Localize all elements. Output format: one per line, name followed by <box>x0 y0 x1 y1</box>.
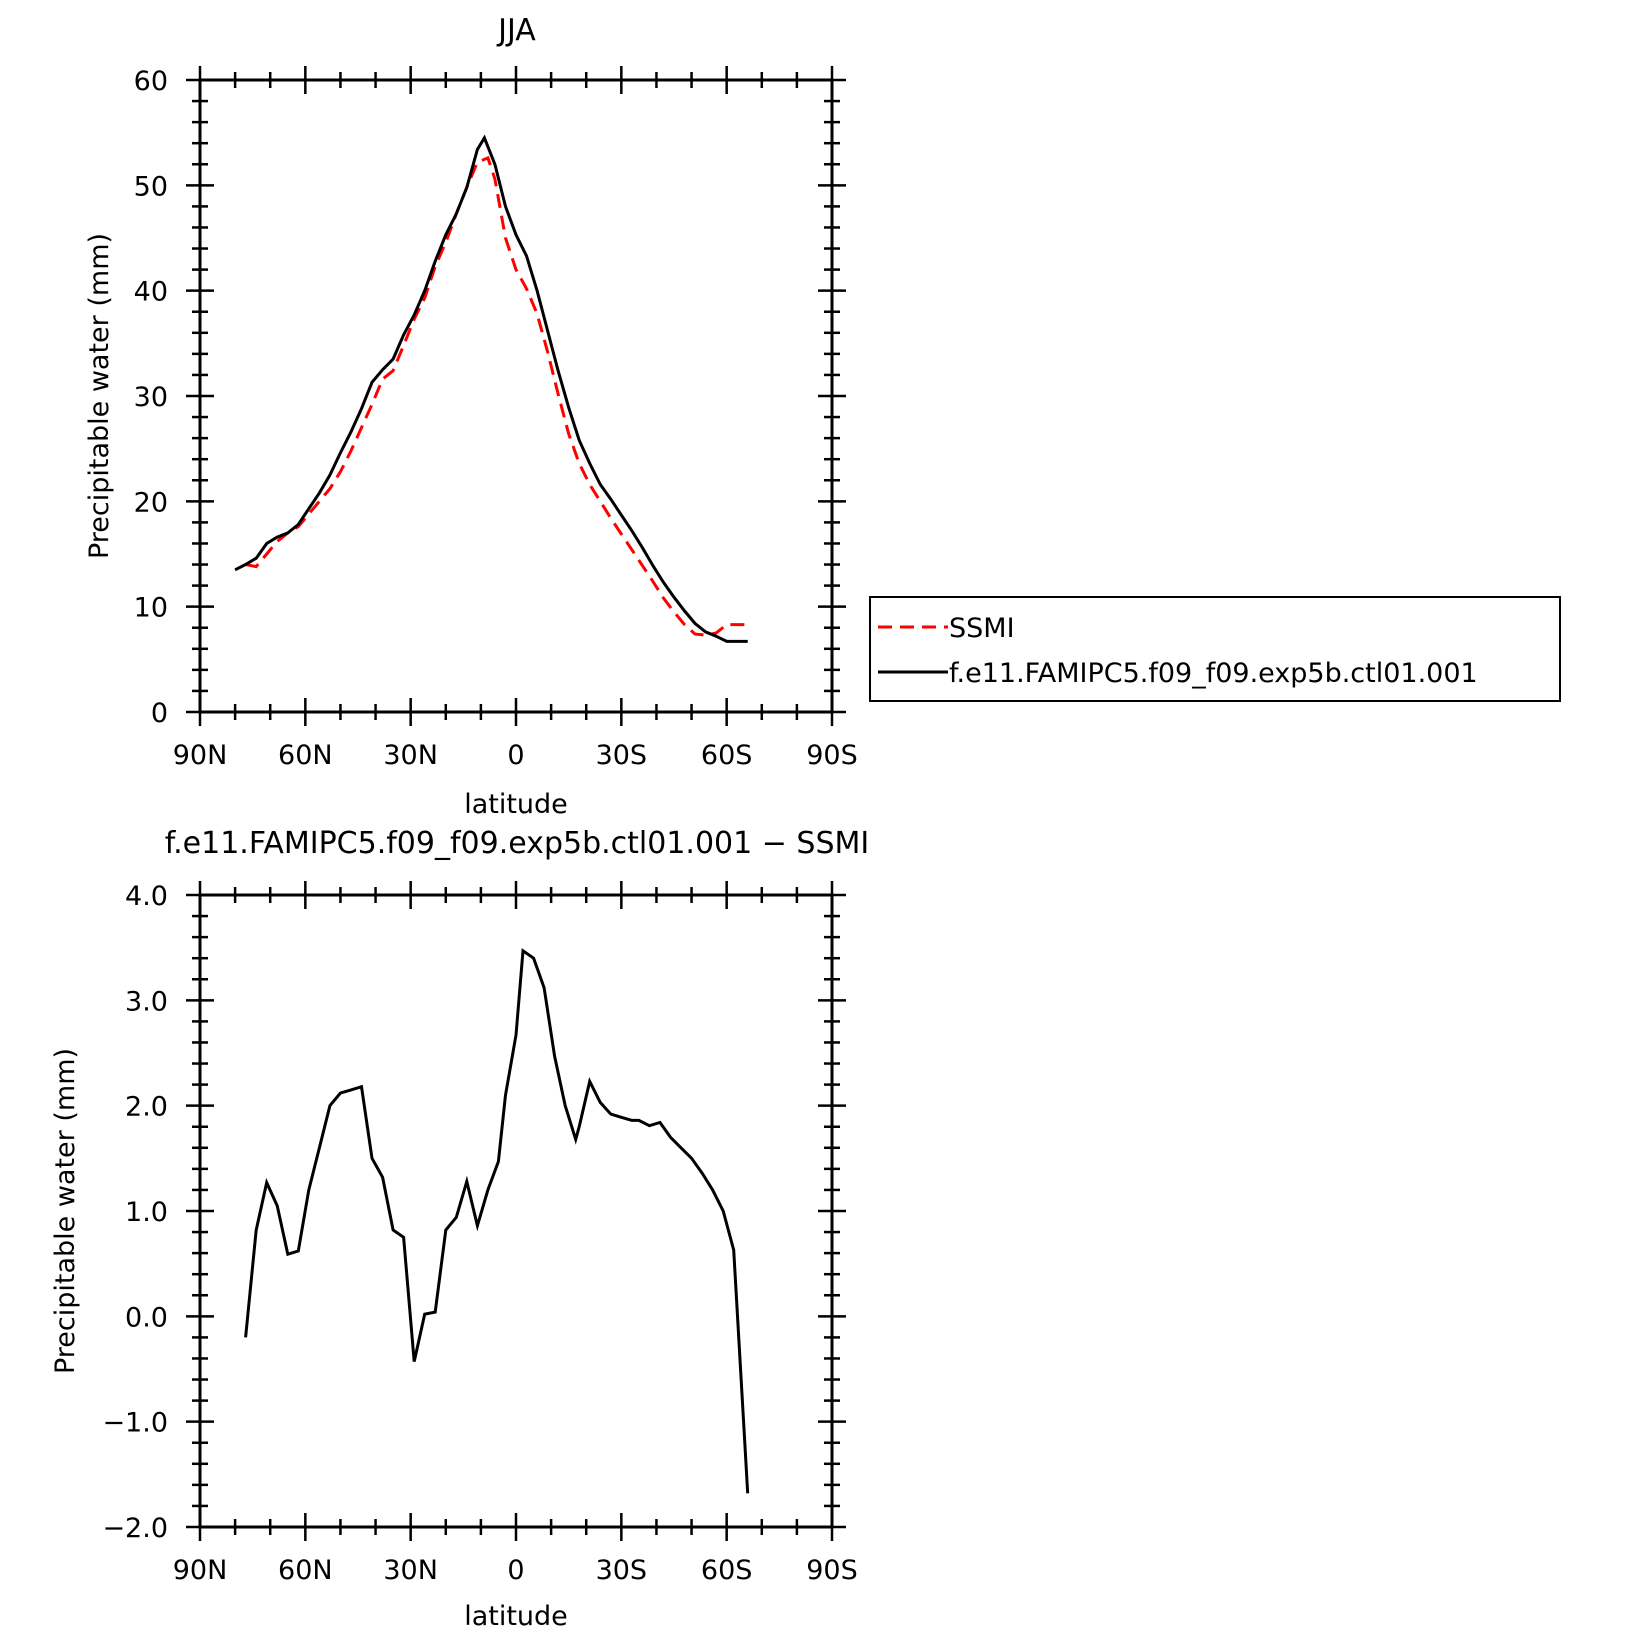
x-tick-label: 60N <box>278 1555 333 1586</box>
legend: SSMI f.e11.FAMIPC5.f09_f09.exp5b.ctl01.0… <box>869 596 1561 702</box>
y-tick-label: 40 <box>134 277 168 308</box>
x-tick-label: 0 <box>507 740 524 771</box>
top-tick-marks <box>186 66 846 726</box>
x-tick-label: 60S <box>701 740 753 771</box>
bottom-plot-frame <box>198 893 834 1529</box>
top-series-lines <box>234 134 748 643</box>
top-plot-frame <box>198 78 834 714</box>
bottom-chart-panel: f.e11.FAMIPC5.f09_f09.exp5b.ctl01.001 − … <box>50 826 869 1630</box>
legend-label-ssmi: SSMI <box>949 613 1015 644</box>
y-tick-label: 0.0 <box>125 1302 168 1333</box>
top-x-axis-label: latitude <box>464 789 568 820</box>
bottom-tick-marks <box>186 881 846 1541</box>
y-tick-label: 50 <box>134 171 168 202</box>
bottom-x-axis-label: latitude <box>464 1601 568 1630</box>
x-tick-label: 90N <box>173 1555 228 1586</box>
y-tick-label: −2.0 <box>102 1513 168 1544</box>
legend-label-model: f.e11.FAMIPC5.f09_f09.exp5b.ctl01.001 <box>949 658 1478 689</box>
x-tick-label: 60N <box>278 740 333 771</box>
x-tick-label: 30S <box>596 1555 648 1586</box>
x-tick-label: 30S <box>596 740 648 771</box>
x-tick-label: 90N <box>173 740 228 771</box>
top-y-tick-labels: 0 10 20 30 40 50 60 <box>134 66 168 729</box>
series-line-difference <box>244 948 750 1494</box>
y-tick-label: 60 <box>134 66 168 97</box>
y-tick-label: 3.0 <box>125 986 168 1017</box>
x-tick-label: 30N <box>383 740 438 771</box>
y-tick-label: 4.0 <box>125 881 168 912</box>
bottom-x-tick-labels: 90N 60N 30N 0 30S 60S 90S <box>173 1555 858 1586</box>
legend-box <box>869 596 1561 702</box>
series-line-model <box>234 134 748 643</box>
top-y-axis-label: Precipitable water (mm) <box>84 233 115 559</box>
top-chart-title: JJA <box>496 13 536 48</box>
x-tick-label: 30N <box>383 1555 438 1586</box>
bottom-y-axis-label: Precipitable water (mm) <box>50 1048 81 1374</box>
bottom-series-lines <box>244 948 750 1494</box>
bottom-y-tick-labels: −2.0 −1.0 0.0 1.0 2.0 3.0 4.0 <box>102 881 168 1544</box>
top-chart-panel: JJA 0 10 20 30 40 50 60 90N 60N 30N 0 30… <box>84 13 858 820</box>
x-tick-label: 60S <box>701 1555 753 1586</box>
bottom-chart-title: f.e11.FAMIPC5.f09_f09.exp5b.ctl01.001 − … <box>165 826 870 861</box>
y-tick-label: 10 <box>134 593 168 624</box>
series-line-ssmi <box>245 155 748 637</box>
top-x-tick-labels: 90N 60N 30N 0 30S 60S 90S <box>173 740 858 771</box>
y-tick-label: 2.0 <box>125 1092 168 1123</box>
x-tick-label: 0 <box>507 1555 524 1586</box>
y-tick-label: 0 <box>151 698 168 729</box>
y-tick-label: 20 <box>134 487 168 518</box>
x-tick-label: 90S <box>806 1555 858 1586</box>
y-tick-label: 30 <box>134 382 168 413</box>
y-tick-label: −1.0 <box>102 1408 168 1439</box>
x-tick-label: 90S <box>806 740 858 771</box>
y-tick-label: 1.0 <box>125 1197 168 1228</box>
